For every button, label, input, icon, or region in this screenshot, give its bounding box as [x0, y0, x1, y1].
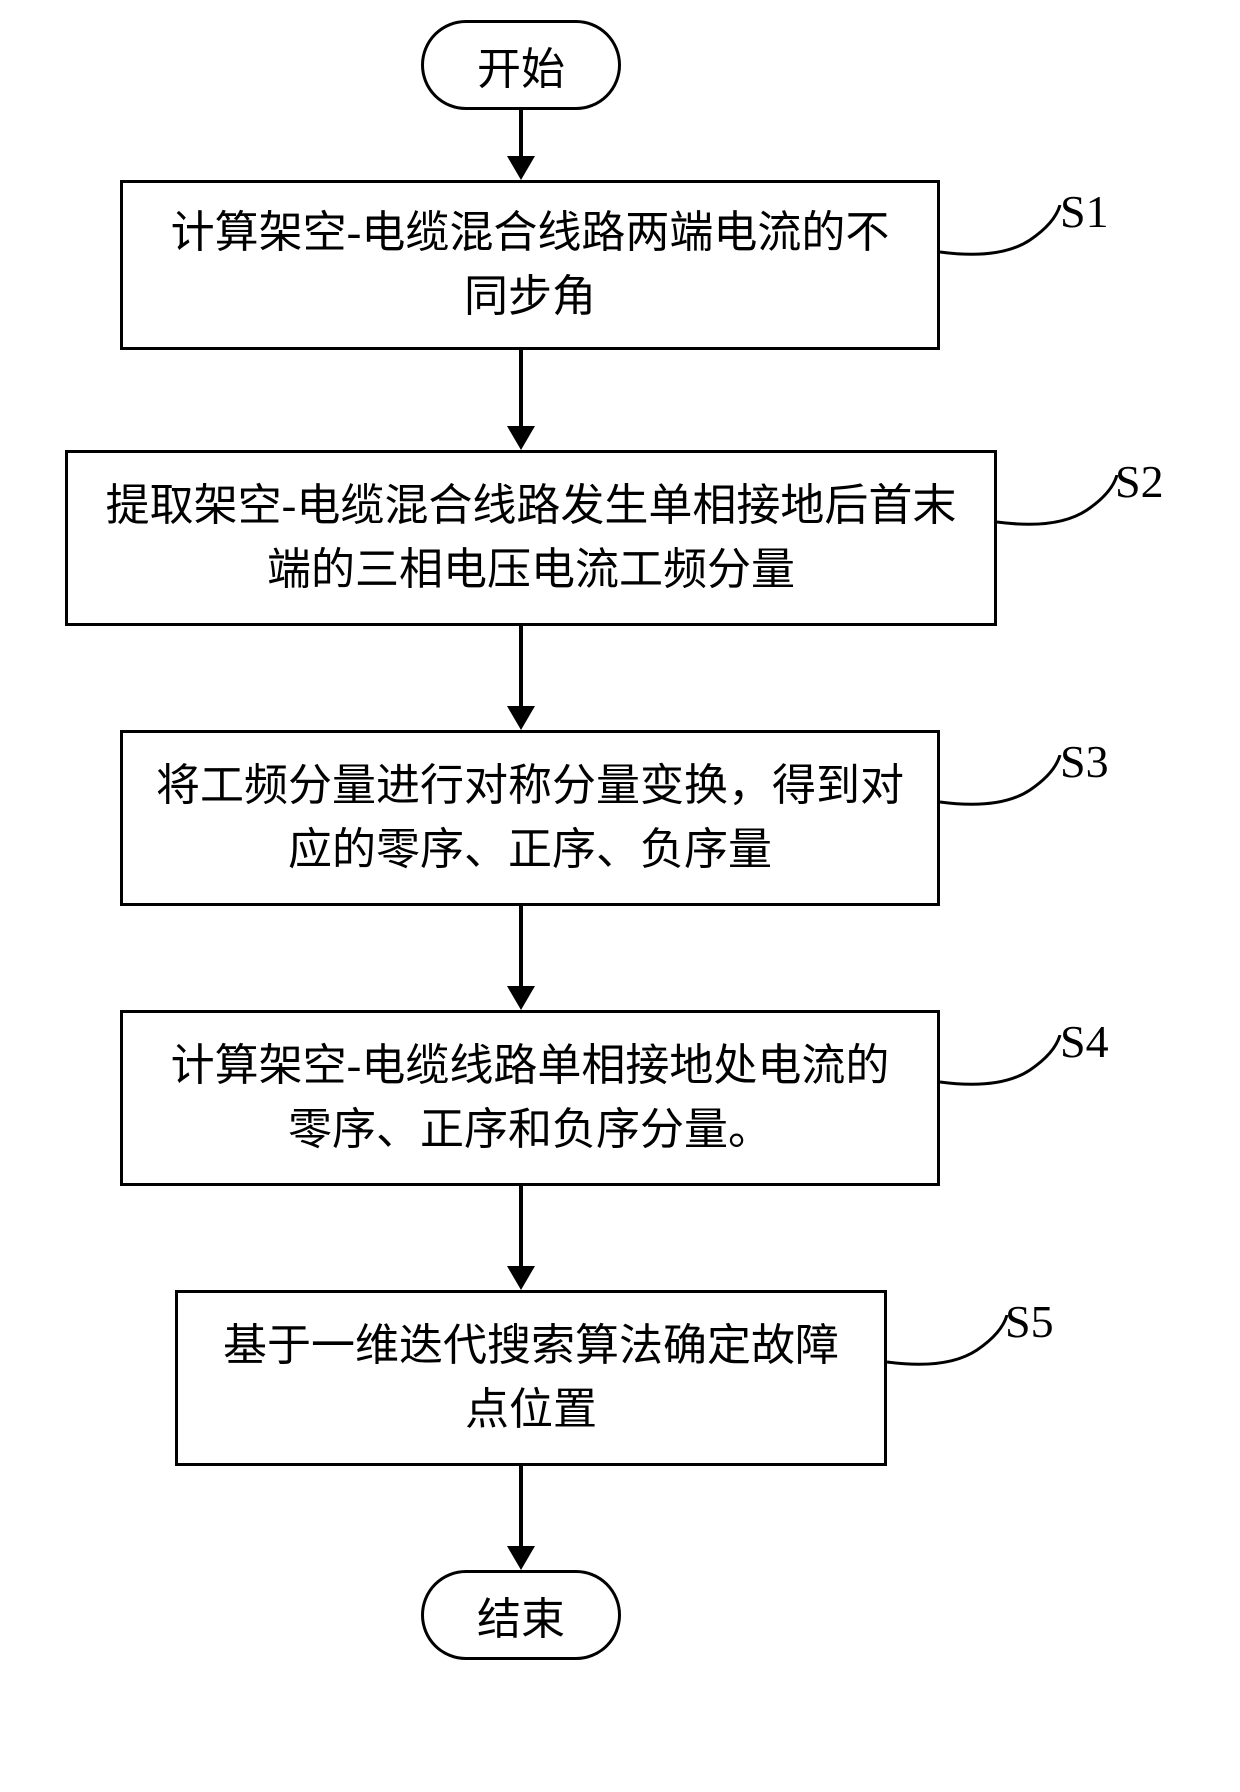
edge	[519, 1186, 523, 1266]
arrow-head-icon	[507, 426, 535, 450]
label-s2: S2	[1115, 455, 1164, 508]
s4-text: 计算架空-电缆线路单相接地处电流的零序、正序和负序分量。	[153, 1034, 907, 1162]
flowchart-container: 开始 计算架空-电缆混合线路两端电流的不同步角 S1 提取架空-电缆混合线路发生…	[0, 0, 1240, 1792]
connector-s1	[940, 205, 1070, 265]
connector-s4	[940, 1035, 1070, 1095]
process-s1: 计算架空-电缆混合线路两端电流的不同步角	[120, 180, 940, 350]
arrow-head-icon	[507, 1546, 535, 1570]
edge	[519, 626, 523, 706]
label-s3: S3	[1060, 735, 1109, 788]
s1-text: 计算架空-电缆混合线路两端电流的不同步角	[153, 201, 907, 329]
end-node: 结束	[421, 1570, 621, 1660]
edge	[519, 350, 523, 426]
connector-s2	[997, 475, 1125, 535]
label-s1: S1	[1060, 185, 1109, 238]
connector-s3	[940, 755, 1070, 815]
start-node: 开始	[421, 20, 621, 110]
arrow-head-icon	[507, 706, 535, 730]
arrow-head-icon	[507, 156, 535, 180]
s5-text: 基于一维迭代搜索算法确定故障点位置	[208, 1314, 854, 1442]
label-s4: S4	[1060, 1015, 1109, 1068]
s2-text: 提取架空-电缆混合线路发生单相接地后首末端的三相电压电流工频分量	[98, 474, 964, 602]
edge	[519, 1466, 523, 1546]
end-text: 结束	[477, 1583, 565, 1647]
arrow-head-icon	[507, 986, 535, 1010]
process-s5: 基于一维迭代搜索算法确定故障点位置	[175, 1290, 887, 1466]
label-s5: S5	[1005, 1295, 1054, 1348]
start-text: 开始	[477, 33, 565, 97]
process-s2: 提取架空-电缆混合线路发生单相接地后首末端的三相电压电流工频分量	[65, 450, 997, 626]
process-s4: 计算架空-电缆线路单相接地处电流的零序、正序和负序分量。	[120, 1010, 940, 1186]
connector-s5	[887, 1315, 1015, 1375]
s3-text: 将工频分量进行对称分量变换，得到对应的零序、正序、负序量	[153, 754, 907, 882]
process-s3: 将工频分量进行对称分量变换，得到对应的零序、正序、负序量	[120, 730, 940, 906]
edge	[519, 906, 523, 986]
edge	[519, 110, 523, 156]
arrow-head-icon	[507, 1266, 535, 1290]
